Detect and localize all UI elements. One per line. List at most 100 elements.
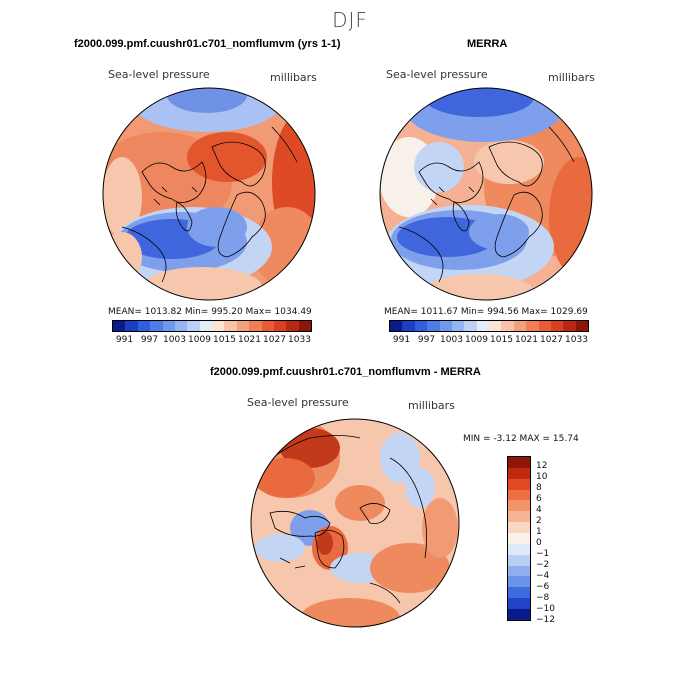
colorbar-tick-label: 991	[115, 335, 134, 345]
colorbar-tick-label: −10	[536, 604, 555, 614]
colorbar-tick-label: 997	[140, 335, 159, 345]
colorbar-tick-label: 1003	[440, 335, 463, 345]
colorbar-tick-label: 1003	[163, 335, 186, 345]
colorbar-swatch	[212, 321, 225, 331]
colorbar-swatch	[508, 565, 530, 577]
diff-variable-label: Sea-level pressure	[247, 396, 349, 409]
colorbar-tick-label: 6	[536, 494, 542, 504]
colorbar-tick-label: 1015	[213, 335, 236, 345]
colorbar-tick-label: −12	[536, 615, 555, 625]
colorbar-swatch	[538, 321, 551, 331]
obs-colorbar	[389, 320, 589, 332]
colorbar-tick-label: 1009	[188, 335, 211, 345]
model-variable-label: Sea-level pressure	[108, 68, 210, 81]
colorbar-swatch	[150, 321, 163, 331]
colorbar-swatch	[508, 576, 530, 588]
model-units-label: millibars	[270, 71, 317, 84]
colorbar-swatch	[125, 321, 138, 331]
colorbar-swatch	[508, 457, 530, 468]
colorbar-tick-label: 997	[417, 335, 436, 345]
colorbar-tick-label: 1015	[490, 335, 513, 345]
model-panel-title: f2000.099.pmf.cuushr01.c701_nomflumvm (y…	[74, 38, 341, 50]
model-colorbar-ticks: 991 997 1003 1009 1015 1021 1027 1033	[112, 335, 312, 347]
model-polar-map	[102, 87, 316, 301]
colorbar-swatch	[427, 321, 440, 331]
colorbar-swatch	[508, 554, 530, 566]
colorbar-swatch	[508, 478, 530, 490]
model-stats: MEAN= 1013.82 Min= 995.20 Max= 1034.49	[108, 307, 312, 317]
colorbar-swatch	[508, 598, 530, 610]
colorbar-swatch	[199, 321, 212, 331]
obs-units-label: millibars	[548, 71, 595, 84]
colorbar-tick-label: 1	[536, 527, 542, 537]
model-colorbar	[112, 320, 312, 332]
colorbar-swatch	[508, 522, 530, 534]
colorbar-tick-label: −1	[536, 549, 550, 559]
colorbar-tick-label: 0	[536, 538, 542, 548]
colorbar-tick-label: 1009	[465, 335, 488, 345]
season-title: DJF	[332, 8, 368, 32]
diff-panel-title: f2000.099.pmf.cuushr01.c701_nomflumvm - …	[210, 366, 481, 378]
colorbar-swatch	[162, 321, 175, 331]
colorbar-swatch	[476, 321, 489, 331]
colorbar-swatch	[550, 321, 564, 331]
diff-units-label: millibars	[408, 399, 455, 412]
colorbar-swatch	[489, 321, 502, 331]
diff-polar-map	[250, 418, 460, 628]
colorbar-swatch	[508, 467, 530, 479]
colorbar-swatch	[390, 321, 403, 331]
diff-colorbar	[507, 456, 531, 621]
colorbar-tick-label: 8	[536, 483, 542, 493]
colorbar-tick-label: 4	[536, 505, 542, 515]
diff-colorbar-ticks: 12 10 8 6 4 2 1 0 −1 −2 −4 −6 −8 −10 −12	[536, 456, 576, 625]
colorbar-swatch	[414, 321, 428, 331]
colorbar-swatch	[508, 500, 530, 512]
colorbar-tick-label: −2	[536, 560, 550, 570]
colorbar-swatch	[113, 321, 126, 331]
obs-polar-map	[379, 87, 593, 301]
colorbar-swatch	[508, 511, 530, 523]
colorbar-swatch	[174, 321, 188, 331]
colorbar-tick-label: 991	[392, 335, 411, 345]
colorbar-tick-label: 1033	[565, 335, 588, 345]
colorbar-tick-label: 1021	[238, 335, 261, 345]
colorbar-tick-label: 12	[536, 461, 548, 471]
colorbar-swatch	[508, 489, 530, 501]
colorbar-swatch	[508, 587, 530, 599]
colorbar-tick-label: 1027	[540, 335, 563, 345]
colorbar-swatch	[501, 321, 514, 331]
colorbar-swatch	[508, 609, 530, 620]
colorbar-swatch	[224, 321, 237, 331]
colorbar-swatch	[575, 321, 588, 331]
colorbar-swatch	[451, 321, 465, 331]
colorbar-swatch	[402, 321, 415, 331]
colorbar-swatch	[187, 321, 200, 331]
colorbar-swatch	[137, 321, 151, 331]
colorbar-swatch	[508, 543, 530, 555]
colorbar-swatch	[464, 321, 477, 331]
colorbar-tick-label: 1021	[515, 335, 538, 345]
colorbar-tick-label: 2	[536, 516, 542, 526]
colorbar-tick-label: −4	[536, 571, 550, 581]
colorbar-swatch	[273, 321, 287, 331]
colorbar-tick-label: 1027	[263, 335, 286, 345]
colorbar-swatch	[286, 321, 299, 331]
colorbar-swatch	[261, 321, 274, 331]
obs-panel-title: MERRA	[467, 38, 508, 50]
obs-stats: MEAN= 1011.67 Min= 994.56 Max= 1029.69	[384, 307, 588, 317]
colorbar-tick-label: 10	[536, 472, 548, 482]
colorbar-swatch	[513, 321, 527, 331]
colorbar-tick-label: −6	[536, 582, 550, 592]
colorbar-swatch	[563, 321, 576, 331]
diff-stats: MIN = -3.12 MAX = 15.74	[463, 434, 579, 444]
colorbar-swatch	[236, 321, 250, 331]
colorbar-swatch	[298, 321, 311, 331]
colorbar-swatch	[508, 533, 530, 544]
colorbar-tick-label: −8	[536, 593, 550, 603]
obs-colorbar-ticks: 991 997 1003 1009 1015 1021 1027 1033	[389, 335, 589, 347]
colorbar-swatch	[249, 321, 262, 331]
colorbar-swatch	[439, 321, 452, 331]
colorbar-tick-label: 1033	[288, 335, 311, 345]
obs-variable-label: Sea-level pressure	[386, 68, 488, 81]
colorbar-swatch	[526, 321, 539, 331]
